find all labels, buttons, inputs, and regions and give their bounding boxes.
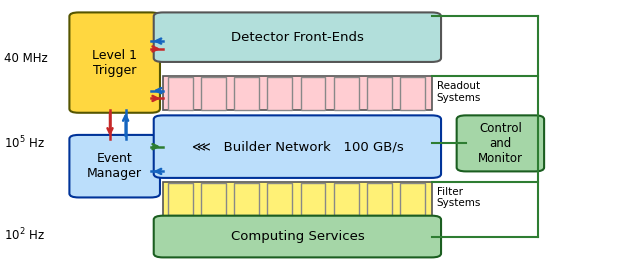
- FancyBboxPatch shape: [69, 135, 160, 198]
- Bar: [201, 77, 226, 110]
- Text: Level 1
Trigger: Level 1 Trigger: [92, 48, 137, 77]
- Bar: [300, 183, 326, 215]
- Bar: [168, 183, 193, 215]
- Bar: [367, 77, 392, 110]
- Text: Detector Front-Ends: Detector Front-Ends: [231, 31, 364, 44]
- Text: Readout
Systems: Readout Systems: [437, 81, 481, 103]
- Bar: [234, 77, 259, 110]
- Text: 40 MHz: 40 MHz: [4, 52, 48, 64]
- FancyBboxPatch shape: [154, 216, 441, 257]
- Bar: [334, 183, 359, 215]
- Bar: [201, 183, 226, 215]
- Bar: [168, 77, 193, 110]
- FancyBboxPatch shape: [69, 12, 160, 113]
- Bar: [400, 183, 425, 215]
- Text: ⋘   Builder Network   100 GB/s: ⋘ Builder Network 100 GB/s: [192, 140, 403, 153]
- Bar: [367, 183, 392, 215]
- Text: Computing Services: Computing Services: [230, 230, 364, 243]
- Bar: [234, 183, 259, 215]
- Bar: [300, 77, 326, 110]
- Bar: [267, 183, 292, 215]
- Bar: [267, 77, 292, 110]
- Bar: [400, 77, 425, 110]
- Text: Filter
Systems: Filter Systems: [437, 187, 481, 208]
- FancyBboxPatch shape: [456, 115, 544, 171]
- Text: 10$^5$ Hz: 10$^5$ Hz: [4, 134, 44, 151]
- Bar: [334, 77, 359, 110]
- FancyBboxPatch shape: [154, 12, 441, 62]
- Text: Control
and
Monitor: Control and Monitor: [478, 122, 523, 165]
- Text: 10$^2$ Hz: 10$^2$ Hz: [4, 227, 44, 244]
- FancyBboxPatch shape: [154, 115, 441, 178]
- Text: Event
Manager: Event Manager: [87, 152, 142, 180]
- Bar: [163, 182, 432, 216]
- Bar: [163, 76, 432, 110]
